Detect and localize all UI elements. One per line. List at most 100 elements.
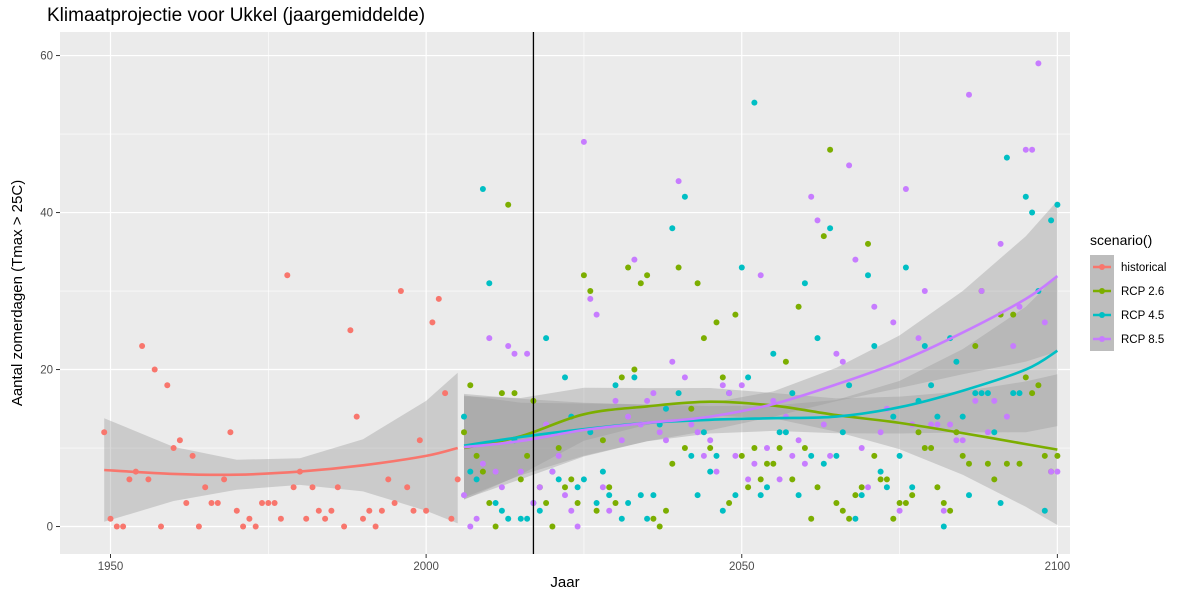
data-point <box>865 272 871 279</box>
data-point <box>227 429 234 436</box>
data-point <box>378 507 385 514</box>
data-point <box>675 390 682 397</box>
data-point <box>663 507 669 514</box>
data-point <box>612 397 619 404</box>
data-point <box>587 429 594 436</box>
data-point <box>915 335 922 342</box>
data-point <box>587 288 594 294</box>
data-point <box>631 374 638 381</box>
data-point <box>883 484 890 491</box>
data-point <box>587 295 594 302</box>
data-point <box>568 476 575 483</box>
legend-title: scenario() <box>1090 232 1152 248</box>
data-point <box>991 476 998 483</box>
data-point <box>492 523 499 530</box>
data-point <box>158 523 164 530</box>
data-point <box>195 523 202 530</box>
data-point <box>776 445 783 451</box>
data-point <box>1003 154 1010 161</box>
data-point <box>618 437 625 444</box>
data-point <box>517 476 524 483</box>
data-point <box>1016 303 1023 310</box>
data-point <box>404 484 411 491</box>
data-point <box>259 500 265 506</box>
data-point <box>183 500 190 506</box>
data-point <box>745 484 752 491</box>
data-point <box>921 288 928 294</box>
data-point <box>953 358 960 365</box>
data-point <box>966 460 972 467</box>
data-point <box>656 523 663 530</box>
data-point <box>461 429 467 436</box>
data-point <box>120 523 127 530</box>
axes: 1950 2000 2050 2100 0 20 40 60 <box>40 51 1070 573</box>
data-point <box>782 429 789 436</box>
data-point <box>1016 460 1023 467</box>
data-point <box>637 280 644 287</box>
data-point <box>246 515 253 522</box>
data-point <box>492 500 499 506</box>
data-point <box>707 437 714 444</box>
data-point <box>315 507 322 514</box>
data-point <box>789 476 796 483</box>
data-point <box>599 484 606 491</box>
data-point <box>498 484 505 491</box>
data-point <box>890 515 897 522</box>
data-point <box>827 225 834 232</box>
confidence-bands <box>104 200 1058 525</box>
data-point <box>568 507 575 514</box>
data-point <box>1022 193 1029 200</box>
data-point <box>145 476 152 483</box>
data-point <box>789 390 796 397</box>
data-point <box>839 358 846 365</box>
data-point <box>625 413 632 420</box>
data-point <box>562 374 568 381</box>
data-point <box>309 484 316 491</box>
data-point <box>707 468 714 475</box>
data-point <box>606 507 613 514</box>
x-tick-label: 1950 <box>98 561 124 573</box>
data-point <box>347 327 354 334</box>
data-point <box>726 390 733 397</box>
data-point <box>435 295 442 302</box>
legend-key-point <box>1099 312 1105 318</box>
data-point <box>757 492 764 499</box>
data-point <box>681 193 688 200</box>
data-point <box>429 319 436 326</box>
data-point <box>650 515 657 522</box>
data-point <box>498 390 505 397</box>
data-point <box>827 146 834 153</box>
data-point <box>789 452 796 459</box>
data-point <box>984 429 991 436</box>
data-point <box>896 452 903 459</box>
data-point <box>637 492 644 499</box>
data-point <box>921 445 928 451</box>
data-point <box>467 523 474 530</box>
data-point <box>618 374 625 381</box>
data-point <box>694 429 701 436</box>
data-point <box>650 492 657 499</box>
data-point <box>574 484 581 491</box>
data-point <box>858 492 865 499</box>
data-point <box>852 515 859 522</box>
data-point <box>505 515 512 522</box>
data-point <box>959 413 966 420</box>
y-axis-title: Aantal zomerdagen (Tmax > 25C) <box>9 180 26 406</box>
data-point <box>814 335 821 342</box>
data-point <box>593 507 600 514</box>
data-point <box>473 476 480 483</box>
data-point <box>397 288 404 294</box>
data-point <box>107 515 114 522</box>
data-point <box>461 413 467 420</box>
data-point <box>139 343 146 349</box>
data-point <box>814 217 821 224</box>
data-point <box>681 445 688 451</box>
data-point <box>479 468 486 475</box>
data-point <box>846 515 853 522</box>
data-point <box>606 484 613 491</box>
y-tick-label: 20 <box>40 365 53 377</box>
data-point <box>1054 452 1061 459</box>
data-point <box>934 484 941 491</box>
data-point <box>284 272 291 279</box>
data-point <box>644 272 651 279</box>
